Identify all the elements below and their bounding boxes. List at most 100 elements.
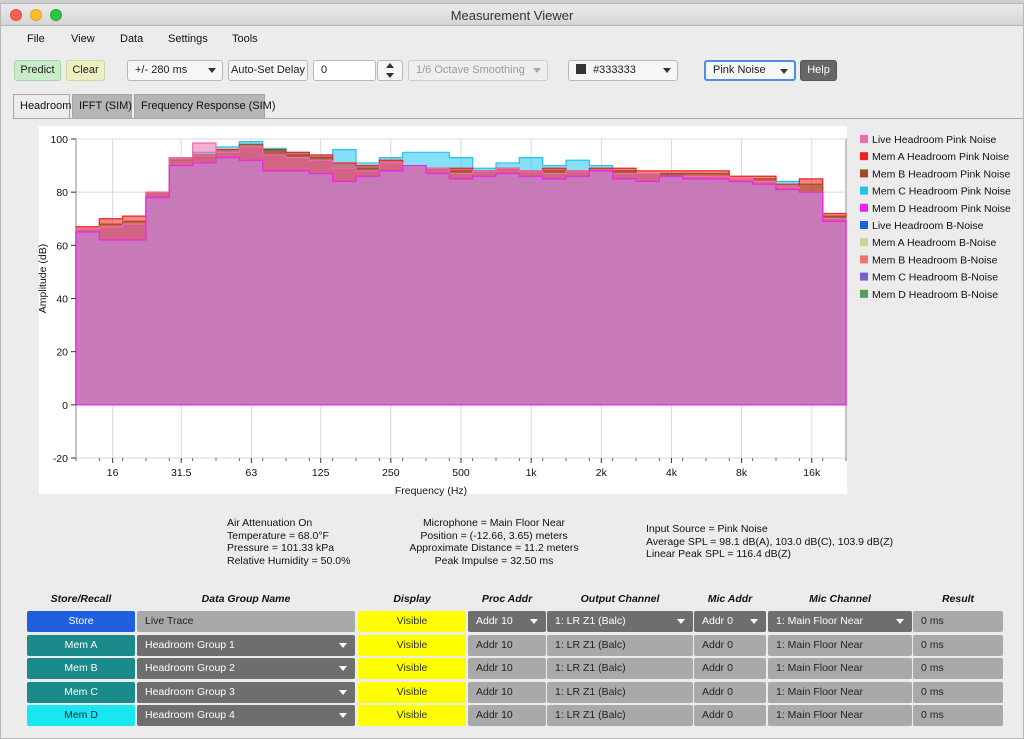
y-tick-label: 80	[56, 187, 68, 199]
legend-swatch	[860, 238, 868, 247]
display-toggle[interactable]: Visible	[358, 658, 466, 679]
display-toggle[interactable]: Visible	[358, 634, 466, 656]
store-recall-button[interactable]: Mem B	[27, 658, 135, 679]
chevron-down-icon	[896, 619, 904, 624]
chevron-down-icon[interactable]	[386, 73, 394, 78]
data-group-name[interactable]: Headroom Group 4	[137, 705, 355, 726]
store-recall-button[interactable]: Mem A	[27, 634, 135, 656]
mic-addr-select-label: Addr 0	[702, 638, 733, 651]
data-group-name[interactable]: Headroom Group 3	[137, 681, 355, 703]
headroom-chart: -20 0 20 40 60 80 100 16 31.5 63 125 250 500 1k 2k 4k 8k…	[37, 126, 1011, 497]
store-recall-button[interactable]: Mem C	[27, 681, 135, 703]
relative-humidity: Relative Humidity = 50.0%	[227, 554, 351, 567]
mic-channel-select: 1: Main Floor Near	[768, 681, 912, 703]
help-button[interactable]: Help	[800, 60, 837, 81]
noise-type-value: Pink Noise	[713, 64, 766, 76]
linear-peak-spl: Linear Peak SPL = 116.4 dB(Z)	[646, 548, 792, 560]
data-group-name[interactable]: Live Trace	[137, 611, 355, 632]
proc-addr-select-label: Addr 10	[476, 615, 513, 627]
header-result: Result	[941, 593, 975, 605]
header-output-channel: Output Channel	[580, 593, 660, 605]
mic-channel-select: 1: Main Floor Near	[768, 658, 912, 679]
data-group-name-label: Live Trace	[145, 615, 194, 627]
legend-entry: Mem A Headroom Pink Noise	[872, 151, 1009, 163]
measurement-viewer-window: Measurement Viewer File View Data Settin…	[0, 3, 1024, 739]
tab-ifft-sim[interactable]: IFFT (SIM)	[72, 94, 132, 118]
menu-file[interactable]: File	[27, 33, 45, 45]
chevron-down-icon	[339, 666, 347, 671]
output-channel-select: 1: LR Z1 (Balc)	[547, 658, 693, 679]
delay-value-input[interactable]: 0	[313, 60, 376, 81]
toolbar: Predict Clear +/- 280 ms Auto-Set Delay …	[1, 54, 1023, 86]
air-attenuation: Air Attenuation On	[227, 517, 313, 529]
mic-channel-select: 1: Main Floor Near	[768, 634, 912, 656]
auto-set-delay-button[interactable]: Auto-Set Delay	[228, 60, 308, 81]
chevron-up-icon[interactable]	[386, 63, 394, 68]
menu-tools[interactable]: Tools	[232, 33, 258, 45]
data-group-name-label: Headroom Group 3	[145, 685, 235, 698]
pressure: Pressure = 101.33 kPa	[227, 542, 335, 554]
display-toggle[interactable]: Visible	[358, 681, 466, 703]
chevron-down-icon	[750, 619, 758, 624]
mic-addr-select[interactable]: Addr 0	[694, 611, 766, 632]
tab-headroom[interactable]: Headroom	[13, 94, 71, 118]
data-group-name-label: Headroom Group 1	[145, 638, 235, 651]
zoom-window-button[interactable]	[50, 9, 62, 21]
store-recall-button-label: Mem C	[64, 685, 98, 698]
data-group-name[interactable]: Headroom Group 2	[137, 658, 355, 679]
y-tick-label: 20	[56, 347, 68, 359]
display-toggle[interactable]: Visible	[358, 611, 466, 632]
x-axis-label: Frequency (Hz)	[395, 485, 467, 497]
y-tick-label: 40	[56, 294, 68, 306]
delay-stepper[interactable]	[377, 60, 403, 81]
result-value-label: 0 ms	[921, 662, 944, 674]
legend-swatch	[860, 186, 868, 195]
result-value-label: 0 ms	[921, 638, 944, 651]
x-tick-label: 1k	[526, 467, 538, 479]
legend-swatch	[860, 255, 868, 264]
menu-data[interactable]: Data	[120, 33, 144, 45]
predict-button[interactable]: Predict	[14, 60, 61, 81]
store-recall-button[interactable]: Mem D	[27, 705, 135, 726]
result-value-label: 0 ms	[921, 615, 944, 627]
x-tick-label: 16k	[803, 467, 821, 479]
proc-addr-select: Addr 10	[468, 658, 546, 679]
output-channel-select[interactable]: 1: LR Z1 (Balc)	[547, 611, 693, 632]
trace-color-value: #333333	[593, 64, 636, 76]
legend-swatch	[860, 221, 868, 229]
close-window-button[interactable]	[10, 9, 22, 21]
mic-addr-select: Addr 0	[694, 634, 766, 656]
clear-button[interactable]: Clear	[66, 60, 105, 81]
output-channel-select-label: 1: LR Z1 (Balc)	[555, 615, 626, 627]
display-toggle[interactable]: Visible	[358, 705, 466, 726]
menu-view[interactable]: View	[71, 33, 95, 45]
chevron-down-icon	[677, 619, 685, 624]
proc-addr-select[interactable]: Addr 10	[468, 611, 546, 632]
result-value-label: 0 ms	[921, 685, 944, 698]
smoothing-select[interactable]: 1/6 Octave Smoothing	[408, 60, 548, 81]
delay-range-select[interactable]: +/- 280 ms	[127, 60, 223, 81]
minimize-window-button[interactable]	[30, 9, 42, 21]
store-recall-button[interactable]: Store	[27, 611, 135, 632]
title-bar: Measurement Viewer	[1, 4, 1023, 26]
result-value: 0 ms	[913, 658, 1003, 679]
proc-addr-select: Addr 10	[468, 681, 546, 703]
mic-channel-select-label: 1: Main Floor Near	[776, 662, 863, 674]
menu-settings[interactable]: Settings	[168, 33, 208, 45]
input-source: Input Source = Pink Noise	[646, 523, 768, 535]
legend-entry: Mem A Headroom B-Noise	[872, 237, 996, 249]
display-toggle-label: Visible	[396, 615, 428, 627]
spl-info: Input Source = Pink Noise Average SPL = …	[646, 523, 893, 561]
smoothing-value: 1/6 Octave Smoothing	[416, 64, 525, 76]
x-tick-label: 31.5	[171, 467, 192, 479]
microphone: Microphone = Main Floor Near	[422, 517, 566, 529]
average-spl: Average SPL = 98.1 dB(A), 103.0 dB(C), 1…	[646, 535, 894, 548]
tab-frequency-response-sim[interactable]: Frequency Response (SIM)	[134, 94, 276, 118]
legend-swatch	[860, 152, 868, 161]
color-swatch	[576, 64, 586, 74]
data-group-name[interactable]: Headroom Group 1	[137, 634, 355, 656]
trace-color-select[interactable]: #333333	[568, 60, 678, 81]
mic-channel-select[interactable]: 1: Main Floor Near	[768, 611, 912, 632]
noise-type-select[interactable]: Pink Noise	[704, 60, 796, 81]
header-data-group-name: Data Group Name	[201, 593, 291, 605]
